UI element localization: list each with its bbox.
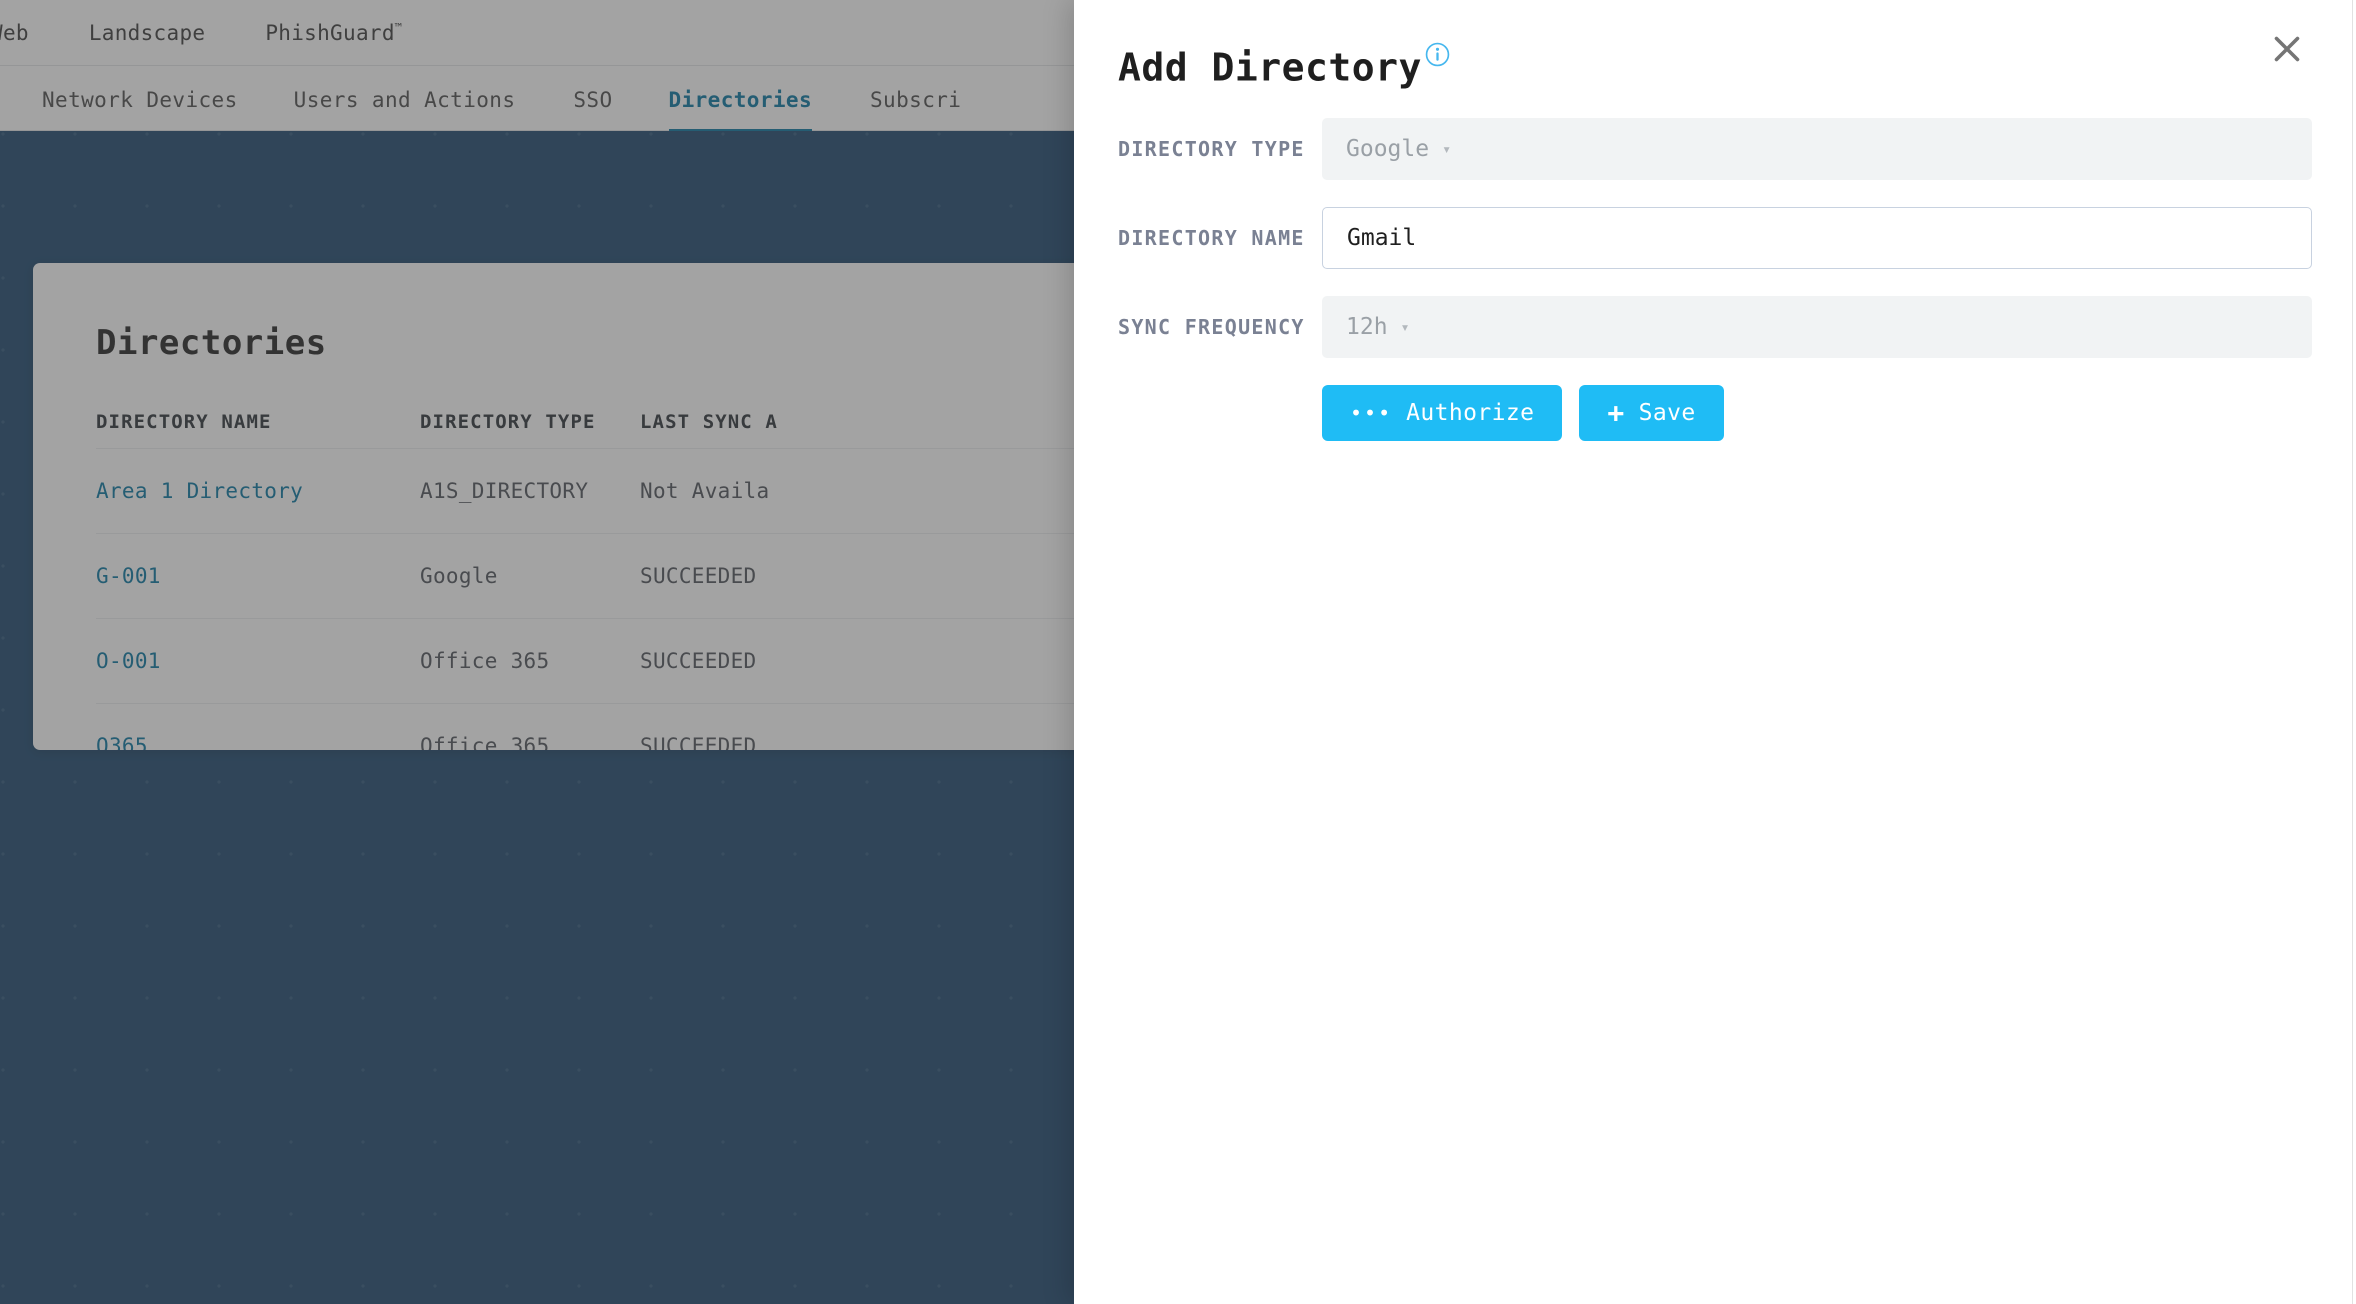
label-directory-type: DIRECTORY TYPE — [1118, 137, 1305, 161]
field-row-directory-name: DIRECTORY NAME — [1118, 207, 2312, 269]
column-header-last-sync: LAST SYNC A — [640, 411, 778, 433]
form-actions: ••• Authorize + Save — [1322, 385, 2312, 441]
topbar-item-label: Landscape — [88, 20, 206, 45]
authorize-button[interactable]: ••• Authorize — [1322, 385, 1563, 441]
chevron-down-icon: ▾ — [1442, 139, 1452, 158]
page-title: Directories — [96, 323, 327, 363]
tab-label: Subscri — [870, 88, 962, 112]
panel-scrollbar[interactable] — [2352, 0, 2353, 1304]
topbar-item-landscape[interactable]: Landscape — [89, 21, 206, 45]
tab-users-and-actions[interactable]: Users and Actions — [294, 88, 516, 130]
cell-last-sync: SUCCEEDED — [640, 649, 757, 673]
tab-label: Users and Actions — [293, 88, 516, 112]
table-row[interactable]: Area 1 Directory A1S_DIRECTORY Not Avail… — [96, 448, 1993, 533]
sync-frequency-select[interactable]: 12h ▾ — [1322, 296, 2312, 358]
tab-network-devices[interactable]: Network Devices — [42, 88, 238, 130]
table-header-row: DIRECTORY NAME DIRECTORY TYPE LAST SYNC … — [96, 396, 1993, 448]
topbar-item-label: Web — [0, 20, 29, 45]
tab-label: Directories — [668, 88, 813, 112]
add-directory-form: DIRECTORY TYPE Google ▾ DIRECTORY NAME S… — [1118, 118, 2312, 441]
topbar-item-phishguard[interactable]: PhishGuard™ — [265, 21, 402, 45]
sync-frequency-value: 12h — [1346, 314, 1388, 340]
panel-title-text: Add Directory — [1118, 45, 1422, 90]
authorize-button-label: Authorize — [1406, 400, 1535, 426]
cell-last-sync: SUCCEEDED — [640, 734, 757, 750]
plus-icon: + — [1607, 396, 1625, 429]
table-row[interactable]: O-001 Office 365 SUCCEEDED — [96, 618, 1993, 703]
column-header-directory-type: DIRECTORY TYPE — [420, 411, 596, 433]
directory-type-select[interactable]: Google ▾ — [1322, 118, 2312, 180]
trademark-mark: ™ — [394, 20, 403, 35]
ellipsis-icon: ••• — [1350, 401, 1393, 425]
column-header-directory-name: DIRECTORY NAME — [96, 411, 272, 433]
panel-title: Add Directory — [1118, 32, 1450, 90]
field-row-sync-frequency: SYNC FREQUENCY 12h ▾ — [1118, 296, 2312, 358]
chevron-down-icon: ▾ — [1400, 317, 1410, 336]
tab-subscriptions[interactable]: Subscri — [870, 88, 961, 130]
cell-directory-name[interactable]: Area 1 Directory — [96, 479, 304, 503]
cell-last-sync: Not Availa — [640, 479, 770, 503]
topbar-item-web[interactable]: Web — [0, 21, 29, 45]
cell-last-sync: SUCCEEDED — [640, 564, 757, 588]
directory-type-value: Google — [1346, 136, 1430, 162]
table-row[interactable]: O365 Office 365 SUCCEEDED — [96, 703, 1993, 750]
label-sync-frequency: SYNC FREQUENCY — [1118, 315, 1305, 339]
cell-directory-type: A1S_DIRECTORY — [420, 479, 589, 503]
table-row[interactable]: G-001 Google SUCCEEDED — [96, 533, 1993, 618]
cell-directory-name[interactable]: O365 — [96, 734, 148, 750]
cell-directory-type: Google — [420, 564, 498, 588]
tab-label: SSO — [573, 88, 613, 112]
tab-sso[interactable]: SSO — [573, 88, 612, 130]
close-icon[interactable] — [2266, 28, 2308, 70]
info-circle-icon[interactable] — [1425, 32, 1450, 67]
add-directory-panel: Add Directory DIRECTORY TYPE Google ▾ DI… — [1074, 0, 2356, 1304]
save-button-label: Save — [1638, 400, 1696, 426]
save-button[interactable]: + Save — [1579, 385, 1724, 441]
cell-directory-name[interactable]: G-001 — [96, 564, 161, 588]
cell-directory-name[interactable]: O-001 — [96, 649, 161, 673]
field-row-directory-type: DIRECTORY TYPE Google ▾ — [1118, 118, 2312, 180]
label-directory-name: DIRECTORY NAME — [1118, 226, 1305, 250]
tab-label: Network Devices — [42, 88, 238, 112]
directory-name-input[interactable] — [1322, 207, 2312, 269]
cell-directory-type: Office 365 — [420, 734, 550, 750]
topbar-item-label: PhishGuard — [265, 20, 395, 45]
cell-directory-type: Office 365 — [420, 649, 550, 673]
directories-table: DIRECTORY NAME DIRECTORY TYPE LAST SYNC … — [96, 396, 1993, 750]
